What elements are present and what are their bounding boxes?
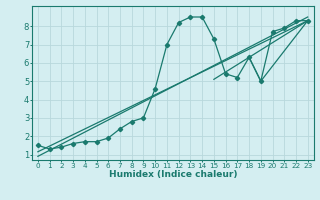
X-axis label: Humidex (Indice chaleur): Humidex (Indice chaleur) xyxy=(108,170,237,179)
